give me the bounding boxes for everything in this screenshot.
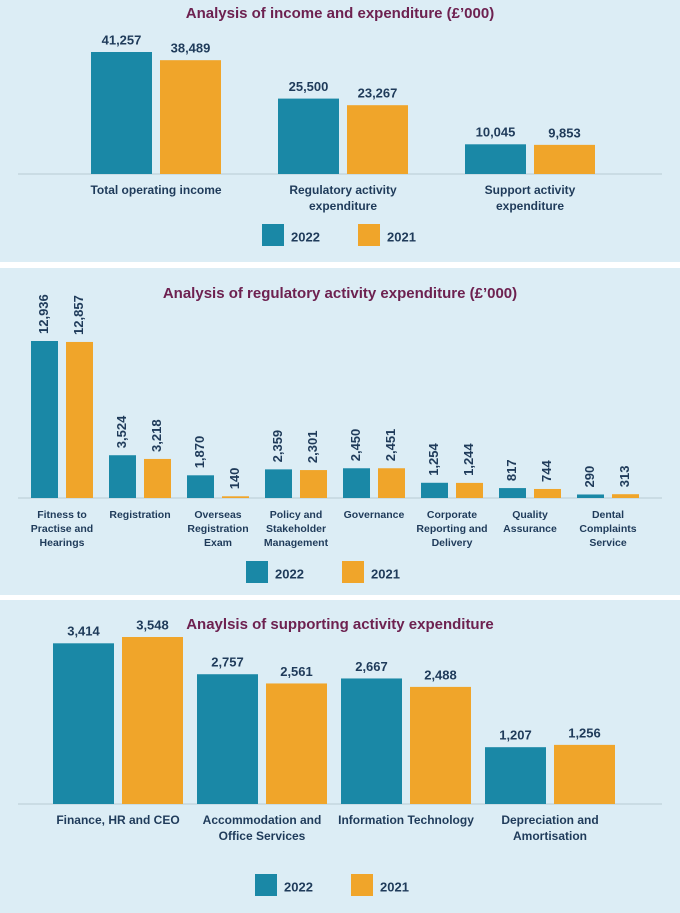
value-label: 744	[539, 460, 554, 482]
value-label: 2,667	[355, 659, 388, 674]
value-label: 41,257	[102, 32, 142, 47]
category-label: Regulatory activity expenditure	[289, 183, 397, 213]
legend-label: 2021	[371, 566, 400, 581]
value-label: 3,414	[67, 624, 100, 639]
category-label: Accommodation and Office Services	[202, 813, 322, 843]
bar	[265, 469, 292, 498]
value-label: 817	[504, 459, 519, 481]
bar	[187, 475, 214, 498]
bar	[341, 678, 402, 804]
category-label: Governance	[343, 509, 405, 521]
value-label: 23,267	[358, 86, 398, 101]
category-label: Quality Assurance	[503, 509, 557, 536]
bar	[31, 341, 58, 498]
bar	[534, 144, 595, 174]
legend-swatch	[246, 561, 268, 583]
legend-label: 2022	[275, 566, 304, 581]
legend-label: 2022	[284, 879, 313, 894]
value-label: 2,488	[424, 667, 457, 682]
bar	[465, 144, 526, 174]
value-label: 10,045	[476, 125, 516, 140]
value-label: 2,301	[305, 431, 320, 464]
bar	[300, 470, 327, 498]
bar	[91, 52, 152, 174]
value-label: 3,218	[149, 419, 164, 452]
value-label: 1,254	[426, 442, 441, 475]
bar	[66, 341, 93, 498]
value-label: 1,244	[461, 443, 476, 476]
bar	[122, 637, 183, 804]
bar	[109, 455, 136, 498]
bar	[222, 496, 249, 498]
value-label: 2,757	[211, 655, 244, 670]
category-label: Registration	[109, 509, 171, 521]
value-label: 313	[617, 465, 632, 487]
category-label: Total operating income	[90, 183, 222, 197]
value-label: 38,489	[171, 41, 211, 56]
bar	[410, 686, 471, 804]
bar	[160, 60, 221, 174]
value-label: 1,870	[192, 436, 207, 469]
legend-label: 2021	[387, 229, 416, 244]
value-label: 290	[582, 466, 597, 488]
legend-swatch	[262, 224, 284, 246]
chart-title: Anaylsis of supporting activity expendit…	[186, 616, 494, 633]
chart-title: Analysis of income and expenditure (£’00…	[186, 5, 494, 22]
value-label: 2,450	[348, 429, 363, 462]
value-label: 3,524	[114, 415, 129, 448]
bar	[485, 747, 546, 804]
value-label: 2,561	[280, 664, 313, 679]
legend-swatch	[351, 874, 373, 896]
category-label: Dental Complaints Service	[579, 509, 637, 550]
value-label: 2,451	[383, 429, 398, 462]
category-label: Support activity expenditure	[484, 183, 576, 213]
value-label: 12,936	[36, 294, 51, 334]
legend-swatch	[342, 561, 364, 583]
bar	[499, 488, 526, 498]
value-label: 1,256	[568, 725, 601, 740]
value-label: 1,207	[499, 728, 532, 743]
bar	[577, 494, 604, 498]
bar	[197, 674, 258, 804]
value-label: 9,853	[548, 125, 581, 140]
bar	[278, 98, 339, 174]
bar	[378, 468, 405, 498]
category-label: Depreciation and Amortisation	[501, 813, 599, 843]
legend-label: 2022	[291, 229, 320, 244]
value-label: 2,359	[270, 430, 285, 463]
value-label: 12,857	[71, 295, 86, 335]
legend-swatch	[255, 874, 277, 896]
category-label: Fitness to Practise and Hearings	[30, 509, 94, 550]
category-label: Policy and Stakeholder Management	[263, 509, 329, 550]
panel	[0, 268, 680, 595]
bar	[456, 482, 483, 498]
bar	[554, 744, 615, 804]
legend-label: 2021	[380, 879, 409, 894]
legend-swatch	[358, 224, 380, 246]
category-label: Overseas Registration Exam	[187, 509, 249, 550]
value-label: 140	[227, 468, 242, 490]
category-label: Information Technology	[338, 813, 474, 827]
chart-title: Analysis of regulatory activity expendit…	[163, 285, 517, 302]
bar	[421, 482, 448, 498]
bar	[343, 468, 370, 498]
value-label: 3,548	[136, 617, 169, 632]
bar	[53, 643, 114, 804]
bar	[534, 488, 561, 498]
bar	[612, 494, 639, 498]
bar	[266, 683, 327, 804]
category-label: Corporate Reporting and Delivery	[416, 509, 488, 550]
category-label: Finance, HR and CEO	[56, 813, 180, 827]
bar	[347, 105, 408, 174]
value-label: 25,500	[289, 79, 329, 94]
bar	[144, 458, 171, 498]
